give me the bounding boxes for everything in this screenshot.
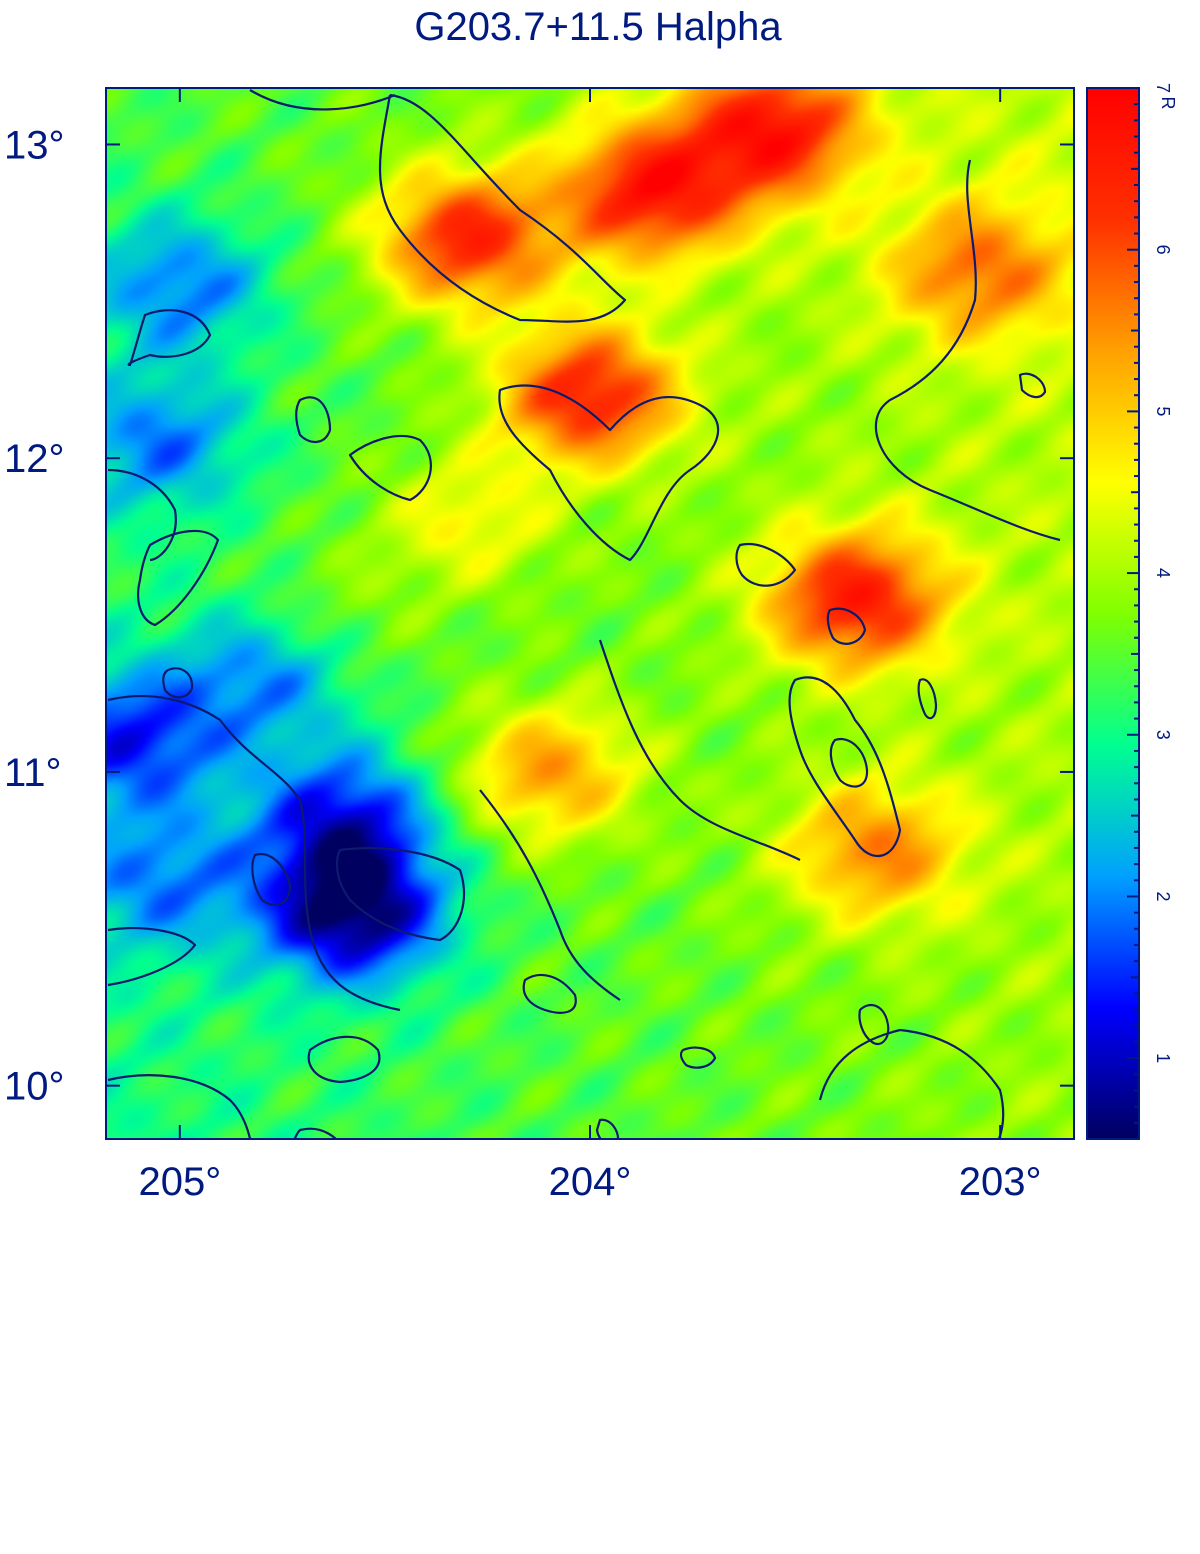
intensity-layer — [106, 88, 1074, 1139]
contour-line — [818, 1028, 1005, 1139]
contour-line — [295, 396, 332, 443]
contour-line — [127, 309, 212, 367]
x-tick-label: 203° — [959, 1160, 1042, 1204]
y-tick-label: 10° — [4, 1065, 65, 1109]
contour-line — [513, 1217, 581, 1275]
contour-line — [522, 973, 577, 1014]
contour-line — [826, 607, 867, 645]
contour-line — [249, 89, 627, 323]
contour-line — [679, 1046, 717, 1069]
colorbar-tick-label: 3 — [1153, 730, 1173, 740]
contour-line — [732, 1289, 756, 1318]
contour-line — [498, 384, 720, 562]
contour-line — [829, 737, 869, 788]
contour-lines — [107, 89, 1061, 1318]
contour-line — [735, 542, 797, 587]
x-tick-label: 205° — [138, 1160, 221, 1204]
chart-title: G203.7+11.5 Halpha — [414, 5, 782, 49]
contour-line — [107, 694, 401, 1012]
x-tick-label: 204° — [549, 1160, 632, 1204]
intensity-image — [106, 88, 1074, 1139]
y-tick-label: 11° — [4, 751, 62, 795]
y-tick-label: 13° — [4, 123, 65, 167]
y-axis: 13° 12° 11° 10° — [4, 123, 1074, 1109]
contour-line — [917, 678, 938, 720]
plot-area — [105, 87, 1075, 1318]
contour-line — [878, 1188, 896, 1203]
contour-line — [137, 529, 220, 627]
contour-line — [251, 852, 292, 907]
colorbar-tick-label: 2 — [1153, 891, 1173, 901]
contour-line — [107, 1074, 252, 1139]
contour-line — [348, 435, 432, 502]
contour-line — [595, 1118, 620, 1139]
contour-line — [107, 468, 177, 562]
contour-line — [788, 676, 902, 858]
colorbar-frame — [1086, 87, 1140, 1140]
colorbar-tick-label: 1 — [1153, 1053, 1173, 1063]
contour-line — [307, 1035, 381, 1084]
colorbar-tick-label: 4 — [1153, 568, 1173, 578]
contour-line — [858, 1003, 890, 1046]
contour-line — [479, 639, 801, 1001]
contour-line — [874, 159, 1061, 542]
colorbar-tick-label: 6 — [1153, 245, 1173, 255]
colorbar: 1 2 3 4 5 6 7 R — [1086, 83, 1178, 1140]
contour-line — [321, 1194, 350, 1215]
colorbar-tick-label: 5 — [1153, 406, 1173, 416]
y-tick-label: 12° — [4, 437, 65, 481]
contour-line — [1018, 372, 1047, 399]
colorbar-ramp — [1087, 88, 1139, 1139]
contour-line — [335, 847, 465, 942]
x-axis: 205° 204° 203° — [138, 88, 1042, 1204]
contour-line — [293, 1127, 338, 1139]
contour-line — [162, 667, 194, 699]
contour-line — [107, 927, 197, 987]
colorbar-unit-label: R — [1158, 97, 1178, 110]
colorbar-ticks: 1 2 3 4 5 6 7 — [1127, 83, 1173, 1124]
colorbar-tick-label: 7 — [1153, 83, 1173, 93]
